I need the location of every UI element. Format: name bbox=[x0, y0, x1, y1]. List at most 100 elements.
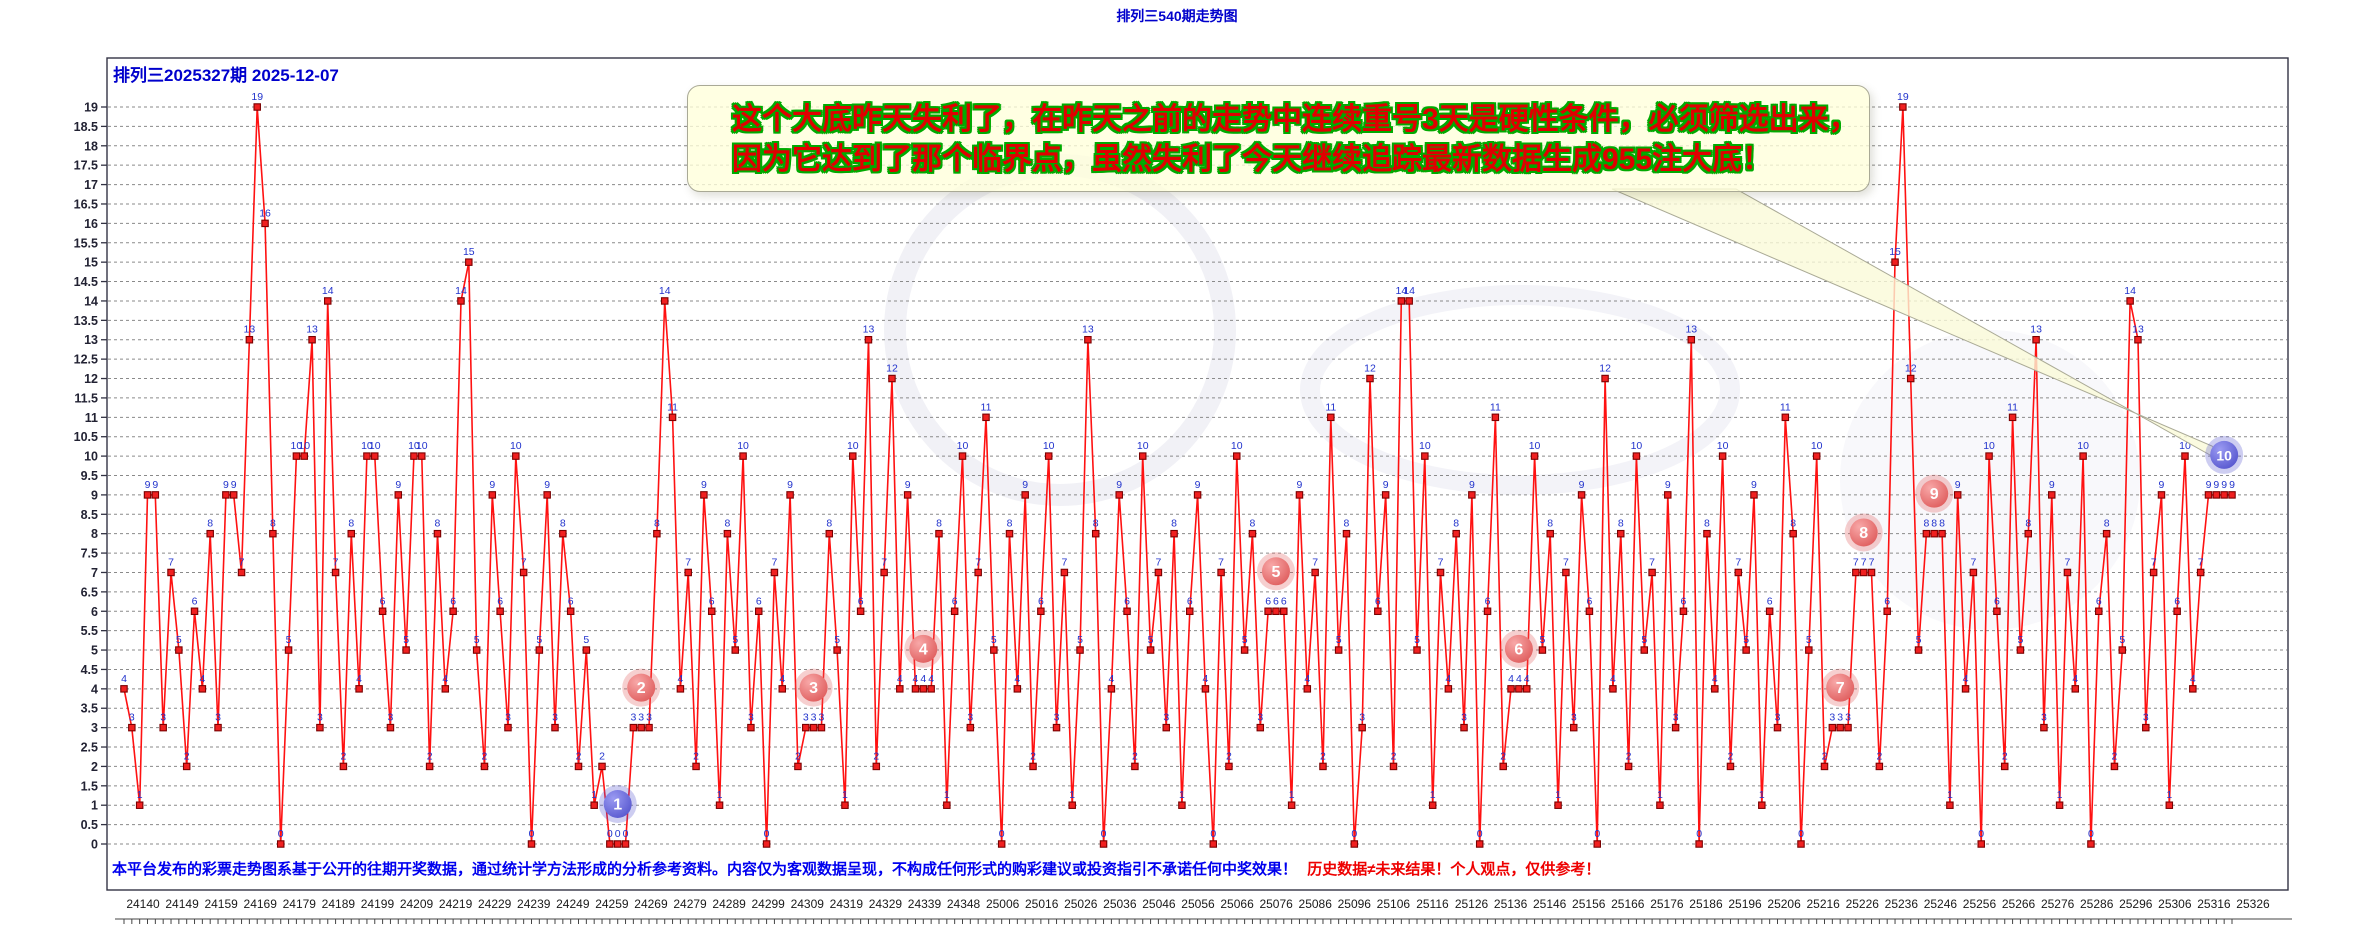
point-value-label: 8 bbox=[1093, 518, 1099, 530]
point-value-label: 2 bbox=[873, 750, 879, 762]
data-point-marker bbox=[935, 529, 943, 538]
annotation-line-1: 这个大底昨天失利了，在昨天之前的走势中连续重号3天是硬性条件，必须筛选出来， bbox=[732, 103, 1859, 136]
data-point-marker bbox=[1311, 568, 1319, 577]
point-value-label: 2 bbox=[1876, 750, 1882, 762]
point-value-label: 5 bbox=[1336, 634, 1342, 646]
data-point-marker bbox=[543, 491, 551, 499]
point-value-label: 12 bbox=[886, 363, 898, 375]
data-point-marker bbox=[175, 646, 183, 654]
data-point-marker bbox=[1899, 103, 1907, 111]
y-tick-label: 8 bbox=[91, 527, 98, 541]
point-value-label: 9 bbox=[2229, 479, 2235, 491]
data-point-marker bbox=[1828, 723, 1837, 732]
data-point-marker bbox=[1844, 723, 1852, 732]
x-tick-label: 24259 bbox=[595, 897, 629, 911]
data-point-marker bbox=[2063, 568, 2072, 577]
point-value-label: 0 bbox=[1351, 828, 1357, 840]
point-value-label: 2 bbox=[693, 750, 699, 762]
disclaimer: 本平台发布的彩票走势图系基于公开的往期开奖数据，通过统计学方法形成的分析参考资料… bbox=[112, 858, 1600, 879]
point-value-label: 10 bbox=[1043, 440, 1055, 452]
data-point-marker bbox=[1413, 646, 1421, 654]
y-tick-label: 3 bbox=[91, 721, 98, 735]
data-point-marker bbox=[1405, 297, 1413, 305]
x-tick-label: 25176 bbox=[1650, 897, 1684, 911]
repeat-badge-number: 5 bbox=[1272, 564, 1281, 581]
point-value-label: 3 bbox=[505, 712, 511, 724]
point-value-label: 9 bbox=[1297, 479, 1303, 491]
data-point-marker bbox=[1272, 607, 1280, 616]
point-value-label: 7 bbox=[685, 556, 691, 568]
data-point-marker bbox=[363, 452, 371, 460]
data-point-marker bbox=[441, 685, 450, 693]
data-point-marker bbox=[1084, 335, 1092, 344]
point-value-label: 9 bbox=[2213, 479, 2219, 491]
data-point-marker bbox=[1679, 607, 1688, 616]
point-value-label: 5 bbox=[474, 634, 480, 646]
y-tick-label: 19 bbox=[84, 101, 98, 115]
point-value-label: 0 bbox=[1798, 828, 1804, 840]
x-tick-label: 25016 bbox=[1025, 897, 1059, 911]
point-value-label: 8 bbox=[1171, 518, 1177, 530]
data-point-marker bbox=[2048, 491, 2056, 499]
x-tick-label: 25126 bbox=[1455, 897, 1489, 911]
y-tick-label: 4.5 bbox=[81, 663, 98, 677]
y-tick-label: 12.5 bbox=[74, 353, 98, 367]
data-point-marker bbox=[182, 762, 191, 771]
data-point-marker bbox=[2204, 491, 2213, 499]
data-point-marker bbox=[1781, 413, 1790, 422]
point-value-label: 3 bbox=[1054, 712, 1060, 724]
point-value-label: 0 bbox=[615, 828, 621, 840]
point-value-label: 5 bbox=[536, 634, 542, 646]
data-point-marker bbox=[159, 723, 167, 732]
point-value-label: 9 bbox=[2206, 479, 2212, 491]
point-value-label: 4 bbox=[2190, 673, 2196, 685]
data-point-marker bbox=[653, 529, 661, 538]
data-point-marker bbox=[371, 452, 379, 460]
point-value-label: 2 bbox=[1320, 750, 1326, 762]
point-value-label: 3 bbox=[811, 712, 817, 724]
data-point-marker bbox=[2087, 840, 2095, 848]
data-point-marker bbox=[402, 646, 410, 654]
data-point-marker bbox=[1044, 452, 1053, 460]
data-point-marker bbox=[1193, 491, 1202, 499]
point-value-label: 10 bbox=[957, 440, 969, 452]
point-value-label: 9 bbox=[787, 479, 793, 491]
point-value-label: 6 bbox=[1994, 595, 2000, 607]
data-point-marker bbox=[1233, 452, 1241, 460]
point-value-label: 12 bbox=[1599, 363, 1611, 375]
y-tick-label: 17 bbox=[84, 178, 98, 192]
x-tick-label: 25156 bbox=[1572, 897, 1606, 911]
data-point-marker bbox=[1131, 762, 1139, 771]
data-point-marker bbox=[943, 801, 951, 809]
point-value-label: 2 bbox=[184, 750, 190, 762]
data-point-marker bbox=[747, 723, 755, 732]
x-tick-label: 25206 bbox=[1767, 897, 1801, 911]
data-point-marker bbox=[896, 685, 904, 693]
data-point-marker bbox=[2024, 529, 2033, 538]
point-value-label: 6 bbox=[1681, 595, 1687, 607]
data-point-marker bbox=[465, 258, 473, 266]
data-point-marker bbox=[1617, 529, 1625, 538]
point-value-label: 5 bbox=[1077, 634, 1083, 646]
point-value-label: 7 bbox=[2151, 556, 2157, 568]
data-point-marker bbox=[276, 840, 285, 848]
data-point-marker bbox=[143, 491, 152, 499]
data-point-marker bbox=[1522, 685, 1531, 693]
point-value-label: 14 bbox=[1403, 285, 1415, 297]
y-tick-label: 7 bbox=[91, 566, 98, 580]
y-tick-label: 13 bbox=[84, 333, 98, 347]
point-value-label: 4 bbox=[1712, 673, 1718, 685]
x-tick-label: 24239 bbox=[517, 897, 551, 911]
point-value-label: 1 bbox=[137, 789, 143, 801]
point-value-label: 9 bbox=[905, 479, 911, 491]
data-point-marker bbox=[1483, 607, 1492, 616]
point-value-label: 0 bbox=[623, 828, 629, 840]
data-point-marker bbox=[668, 413, 677, 422]
point-value-label: 9 bbox=[1116, 479, 1122, 491]
point-value-label: 9 bbox=[231, 479, 237, 491]
data-point-marker bbox=[2095, 607, 2103, 616]
point-value-label: 3 bbox=[803, 712, 809, 724]
data-point-marker bbox=[1914, 646, 1923, 654]
data-point-marker bbox=[566, 607, 575, 616]
